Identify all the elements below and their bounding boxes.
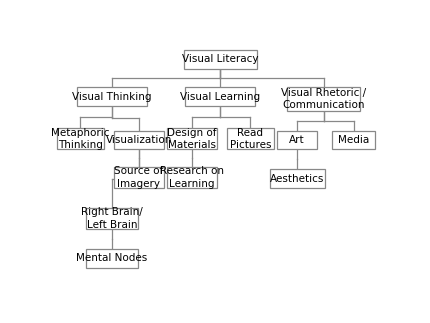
Text: Metaphoric
Thinking: Metaphoric Thinking <box>51 128 110 150</box>
Text: Source of
Imagery: Source of Imagery <box>114 166 163 189</box>
FancyBboxPatch shape <box>86 208 138 229</box>
Text: Visual Rhetoric /
Communication: Visual Rhetoric / Communication <box>281 88 366 110</box>
Text: Right Brain/
Left Brain: Right Brain/ Left Brain <box>81 207 143 230</box>
FancyBboxPatch shape <box>77 87 147 106</box>
FancyBboxPatch shape <box>114 131 164 150</box>
FancyBboxPatch shape <box>287 87 360 111</box>
FancyBboxPatch shape <box>114 167 164 188</box>
Text: Media: Media <box>338 135 369 145</box>
Text: Research on
Learning: Research on Learning <box>160 166 224 189</box>
FancyBboxPatch shape <box>167 128 217 150</box>
Text: Visual Thinking: Visual Thinking <box>72 92 152 102</box>
Text: Mental Nodes: Mental Nodes <box>77 253 147 263</box>
Text: Visual Learning: Visual Learning <box>180 92 261 102</box>
Text: Read
Pictures: Read Pictures <box>230 128 271 150</box>
Text: Aesthetics: Aesthetics <box>270 174 324 184</box>
FancyBboxPatch shape <box>185 87 255 106</box>
FancyBboxPatch shape <box>332 131 375 150</box>
Text: Visualization: Visualization <box>105 135 172 145</box>
FancyBboxPatch shape <box>184 50 257 68</box>
FancyBboxPatch shape <box>227 128 274 150</box>
Text: Design of
Materials: Design of Materials <box>167 128 217 150</box>
Text: Art: Art <box>289 135 305 145</box>
FancyBboxPatch shape <box>86 249 138 267</box>
FancyBboxPatch shape <box>277 131 317 150</box>
FancyBboxPatch shape <box>167 167 217 188</box>
FancyBboxPatch shape <box>270 169 325 188</box>
Text: Visual Literacy: Visual Literacy <box>182 54 258 64</box>
FancyBboxPatch shape <box>57 128 104 150</box>
